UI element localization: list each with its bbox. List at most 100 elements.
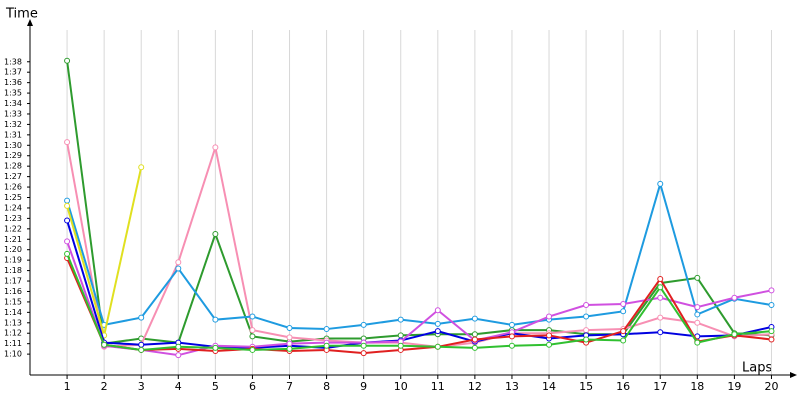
- x-tick-label: 18: [690, 380, 704, 393]
- data-point: [249, 327, 256, 334]
- data-point: [138, 341, 145, 348]
- data-point: [694, 339, 701, 346]
- x-tick-label: 8: [323, 380, 330, 393]
- data-point: [249, 346, 256, 353]
- y-tick-label: 1:12: [4, 329, 22, 338]
- data-point: [620, 337, 627, 344]
- y-tick-label: 1:26: [4, 183, 22, 192]
- data-point: [286, 325, 293, 332]
- data-point: [175, 265, 182, 272]
- data-point: [397, 316, 404, 323]
- data-point: [64, 197, 71, 204]
- data-point: [620, 328, 627, 335]
- data-point: [360, 342, 367, 349]
- data-point: [508, 342, 515, 349]
- data-point: [138, 314, 145, 321]
- data-point: [546, 332, 553, 339]
- data-point: [657, 294, 664, 301]
- data-point: [212, 231, 219, 238]
- y-tick-label: 1:22: [4, 224, 22, 233]
- x-tick-label: 19: [727, 380, 741, 393]
- data-point: [768, 287, 775, 294]
- data-point: [64, 139, 71, 146]
- x-tick-label: 16: [616, 380, 630, 393]
- x-tick-label: 5: [212, 380, 219, 393]
- data-point: [434, 320, 441, 327]
- y-tick-label: 1:25: [4, 193, 22, 202]
- y-tick-label: 1:10: [4, 350, 22, 359]
- data-point: [64, 250, 71, 257]
- data-point: [583, 336, 590, 343]
- data-point: [546, 341, 553, 348]
- data-point: [694, 274, 701, 281]
- y-tick-label: 1:15: [4, 297, 22, 306]
- y-axis-label: Time: [5, 7, 38, 22]
- data-point: [768, 328, 775, 335]
- data-point: [434, 307, 441, 314]
- data-point: [175, 343, 182, 350]
- y-tick-label: 1:31: [4, 130, 22, 139]
- y-tick-label: 1:17: [4, 277, 22, 286]
- x-axis-label: Laps: [742, 361, 772, 376]
- data-point: [694, 319, 701, 326]
- y-tick-label: 1:14: [4, 308, 22, 317]
- x-tick-label: 2: [101, 380, 108, 393]
- y-tick-label: 1:29: [4, 151, 22, 160]
- data-point: [583, 327, 590, 334]
- data-point: [471, 336, 478, 343]
- x-tick-label: 7: [286, 380, 293, 393]
- y-tick-label: 1:23: [4, 214, 22, 223]
- x-tick-label: 11: [431, 380, 445, 393]
- data-point: [323, 326, 330, 333]
- x-tick-label: 4: [175, 380, 182, 393]
- data-point: [657, 284, 664, 291]
- data-point: [620, 301, 627, 307]
- data-point: [546, 313, 553, 320]
- data-point: [286, 345, 293, 352]
- y-tick-label: 1:38: [4, 57, 22, 66]
- x-axis-arrow: [790, 372, 797, 378]
- series-line: [66, 253, 772, 351]
- data-point: [508, 333, 515, 340]
- x-tick-label: 20: [764, 380, 778, 393]
- y-tick-label: 1:32: [4, 120, 22, 129]
- series-line: [66, 141, 772, 348]
- y-tick-label: 1:37: [4, 68, 22, 77]
- data-point: [175, 352, 182, 359]
- x-tick-label: 10: [394, 380, 408, 393]
- y-tick-label: 1:13: [4, 318, 22, 327]
- data-point: [731, 331, 738, 338]
- data-point: [583, 313, 590, 320]
- series-line: [66, 257, 772, 355]
- data-point: [64, 217, 71, 224]
- data-point: [64, 202, 71, 209]
- data-point: [323, 342, 330, 349]
- x-tick-label: 9: [360, 380, 367, 393]
- x-tick-label: 13: [505, 380, 519, 393]
- x-tick-label: 12: [468, 380, 482, 393]
- data-point: [768, 336, 775, 343]
- data-point: [508, 321, 515, 328]
- y-tick-label: 1:24: [4, 203, 22, 212]
- data-point: [212, 344, 219, 351]
- y-tick-label: 1:36: [4, 78, 22, 87]
- data-point: [286, 334, 293, 341]
- data-point: [620, 308, 627, 315]
- data-point: [360, 321, 367, 328]
- series-line: [66, 180, 772, 331]
- y-tick-label: 1:18: [4, 266, 22, 275]
- data-point: [694, 304, 701, 311]
- x-tick-label: 15: [579, 380, 593, 393]
- data-point: [657, 180, 664, 187]
- data-point: [434, 328, 441, 335]
- y-tick-label: 1:27: [4, 172, 22, 181]
- y-tick-label: 1:11: [4, 339, 22, 348]
- y-axis-arrow: [27, 19, 33, 26]
- y-tick-label: 1:30: [4, 141, 22, 150]
- y-tick-label: 1:35: [4, 89, 22, 98]
- data-point: [64, 57, 71, 64]
- data-point: [175, 259, 182, 266]
- data-point: [471, 315, 478, 322]
- y-tick-label: 1:16: [4, 287, 22, 296]
- series-line: [66, 60, 772, 345]
